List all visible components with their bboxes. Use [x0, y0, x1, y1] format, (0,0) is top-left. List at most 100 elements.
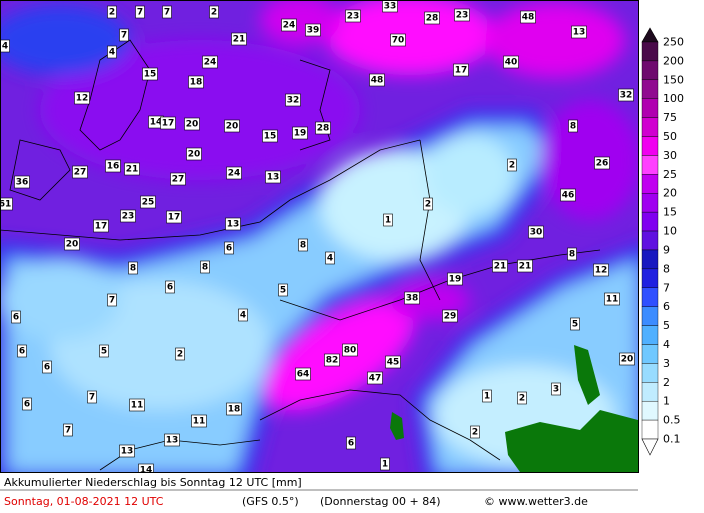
label-box — [93, 219, 109, 233]
coastline — [259, 389, 501, 461]
label-box — [619, 352, 635, 366]
legend-swatch — [641, 193, 659, 213]
label-box — [0, 197, 13, 211]
legend-swatch — [641, 117, 659, 137]
label-box — [604, 292, 620, 306]
legend-arrow-top — [641, 27, 659, 43]
station-label: 4 — [2, 42, 8, 52]
station-label: 21 — [519, 262, 532, 272]
station-label: 5 — [280, 286, 286, 296]
legend-swatch — [641, 268, 659, 288]
label-box — [225, 217, 241, 231]
legend-label: 2 — [663, 376, 670, 389]
station-label: 1 — [484, 392, 490, 402]
label-box — [265, 170, 281, 184]
label-box — [447, 272, 463, 286]
station-label: 70 — [392, 36, 405, 46]
label-box — [325, 251, 335, 265]
label-box — [390, 33, 406, 47]
label-box — [226, 166, 242, 180]
legend-label: 4 — [663, 338, 670, 351]
label-box — [342, 343, 358, 357]
station-label: 48 — [371, 76, 384, 86]
station-label: 21 — [233, 35, 246, 45]
station-label: 4 — [240, 311, 246, 321]
label-box — [162, 5, 172, 19]
station-label: 29 — [444, 312, 457, 322]
station-label: 14 — [150, 118, 163, 128]
station-label: 8 — [569, 250, 575, 260]
station-label: 6 — [226, 244, 232, 254]
legend-swatch — [641, 306, 659, 326]
station-label: 17 — [168, 213, 181, 223]
label-box — [380, 457, 390, 471]
station-label: 39 — [307, 26, 320, 36]
station-label: 13 — [227, 220, 240, 230]
station-label: 23 — [347, 12, 360, 22]
station-label: 20 — [188, 150, 201, 160]
label-box — [186, 147, 202, 161]
label-box — [107, 293, 117, 307]
field-zone — [485, 2, 625, 78]
label-box — [285, 93, 301, 107]
legend-swatch — [641, 344, 659, 364]
label-box — [262, 129, 278, 143]
label-box — [14, 175, 30, 189]
label-box — [568, 119, 578, 133]
legend-swatch — [641, 211, 659, 232]
label-box — [424, 11, 440, 25]
station-label: 5 — [101, 347, 107, 357]
label-box — [188, 75, 204, 89]
station-label: 6 — [24, 400, 30, 410]
legend-label: 200 — [663, 54, 684, 67]
legend-label: 3 — [663, 357, 670, 370]
land-patch — [390, 412, 404, 440]
land-patch — [574, 345, 600, 405]
label-box — [105, 159, 121, 173]
field-zone — [425, 135, 515, 215]
label-box — [124, 162, 140, 176]
label-box — [442, 309, 458, 323]
land-mask — [390, 345, 638, 472]
legend-swatch — [641, 249, 659, 270]
station-label: 7 — [65, 426, 71, 436]
station-label: 8 — [202, 263, 208, 273]
station-label: 24 — [283, 21, 296, 31]
station-label: 20 — [186, 120, 199, 130]
station-label: 4 — [327, 254, 333, 264]
label-box — [170, 172, 186, 186]
legend-label: 7 — [663, 281, 670, 294]
field-zone — [325, 0, 495, 75]
label-box — [224, 119, 240, 133]
station-label: 2 — [519, 394, 525, 404]
label-box — [184, 117, 200, 131]
label-box — [107, 45, 117, 59]
coastline — [79, 39, 151, 151]
station-label: 48 — [522, 13, 535, 23]
label-box — [298, 238, 308, 252]
legend-label: 1 — [663, 395, 670, 408]
legend-label: 0.5 — [663, 414, 681, 427]
legend-arrow-bottom — [641, 438, 659, 456]
label-box — [87, 390, 97, 404]
legend-label: 250 — [663, 36, 684, 49]
field-zone — [265, 299, 415, 411]
label-box — [383, 213, 393, 227]
legend-label: 8 — [663, 262, 670, 275]
label-box — [72, 165, 88, 179]
label-box — [571, 25, 587, 39]
coastline — [0, 139, 421, 241]
station-label: 15 — [144, 70, 157, 80]
station-label: 47 — [369, 374, 382, 384]
label-box — [142, 67, 158, 81]
station-label: 8 — [130, 264, 136, 274]
label-box — [470, 425, 480, 439]
label-box — [231, 32, 247, 46]
station-label: 2 — [109, 8, 115, 18]
label-box — [528, 225, 544, 239]
station-label: 18 — [190, 78, 203, 88]
station-label: 17 — [162, 119, 175, 129]
label-box — [164, 433, 180, 447]
label-box — [128, 261, 138, 275]
station-label: 2 — [177, 350, 183, 360]
